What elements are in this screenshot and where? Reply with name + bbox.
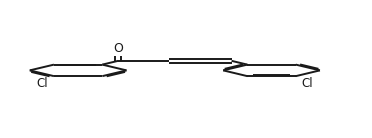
Text: Cl: Cl: [301, 77, 313, 90]
Text: O: O: [113, 43, 123, 55]
Text: Cl: Cl: [37, 77, 48, 90]
